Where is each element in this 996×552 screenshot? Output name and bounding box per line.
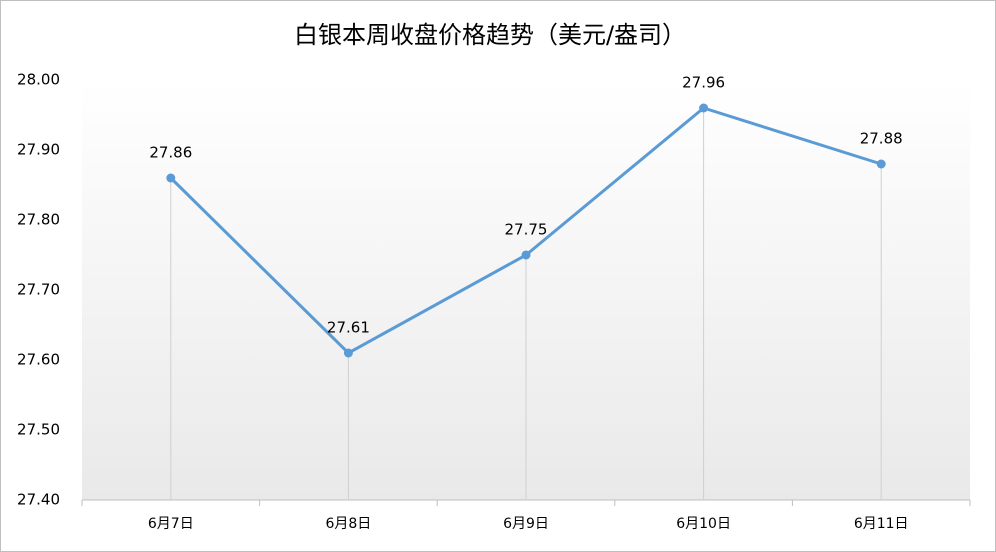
chart-title: 白银本周收盘价格趋势（美元/盎司） bbox=[294, 21, 686, 49]
y-tick-label: 27.50 bbox=[17, 421, 60, 439]
x-tick-label: 6月10日 bbox=[676, 516, 731, 532]
data-label: 27.96 bbox=[682, 74, 725, 92]
y-tick-label: 27.60 bbox=[17, 351, 60, 369]
marker bbox=[699, 103, 709, 113]
x-tick-label: 6月8日 bbox=[325, 516, 371, 532]
marker bbox=[166, 173, 176, 183]
data-label: 27.61 bbox=[327, 319, 370, 337]
x-tick-label: 6月7日 bbox=[148, 516, 194, 532]
data-label: 27.88 bbox=[860, 130, 903, 148]
marker bbox=[521, 250, 531, 260]
x-tick-label: 6月9日 bbox=[503, 516, 549, 532]
data-label: 27.75 bbox=[505, 221, 548, 239]
y-tick-label: 27.90 bbox=[17, 141, 60, 159]
y-tick-label: 27.40 bbox=[17, 491, 60, 509]
marker bbox=[343, 348, 353, 358]
data-label: 27.86 bbox=[149, 144, 192, 162]
marker bbox=[876, 159, 886, 169]
x-tick-label: 6月11日 bbox=[854, 516, 909, 532]
y-tick-label: 28.00 bbox=[17, 71, 60, 89]
y-tick-label: 27.70 bbox=[17, 281, 60, 299]
y-tick-label: 27.80 bbox=[17, 211, 60, 229]
